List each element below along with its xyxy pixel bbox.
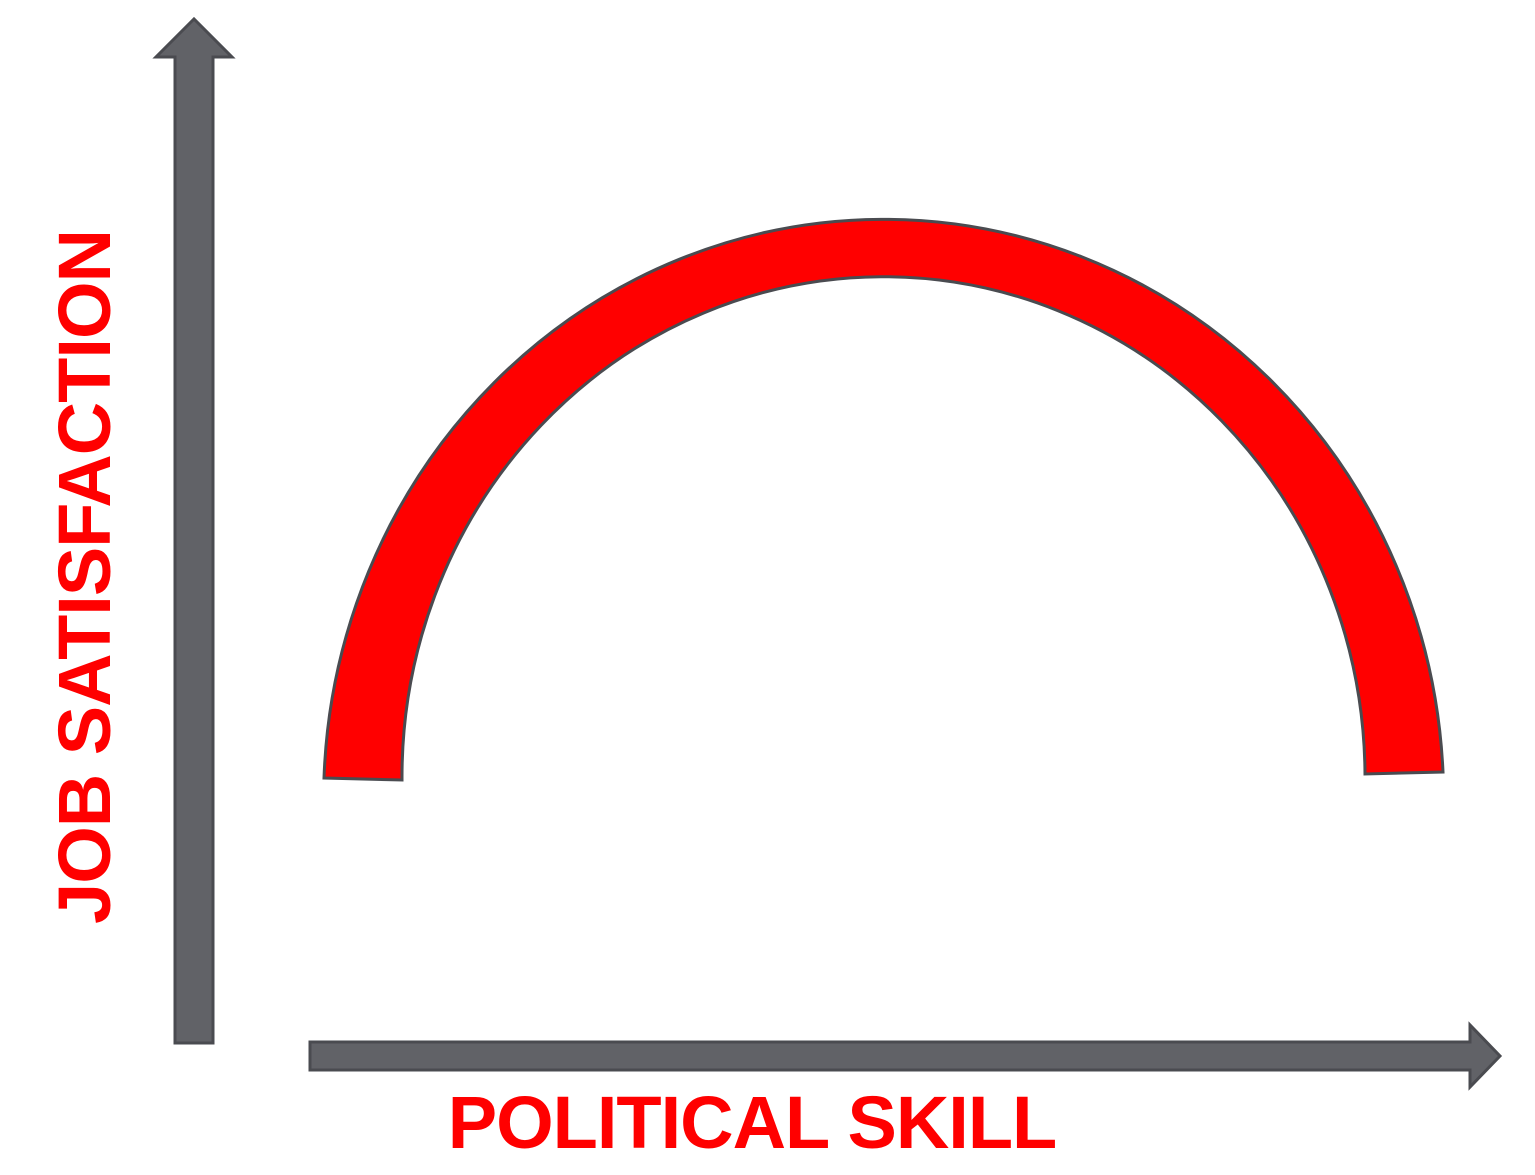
x-axis-arrow <box>308 1021 1503 1091</box>
y-axis-arrow <box>152 16 236 1045</box>
x-axis-label: POLITICAL SKILL <box>448 1081 1057 1164</box>
inverted-u-curve <box>322 217 1445 782</box>
y-axis-label: JOB SATISFACTION <box>43 230 126 924</box>
